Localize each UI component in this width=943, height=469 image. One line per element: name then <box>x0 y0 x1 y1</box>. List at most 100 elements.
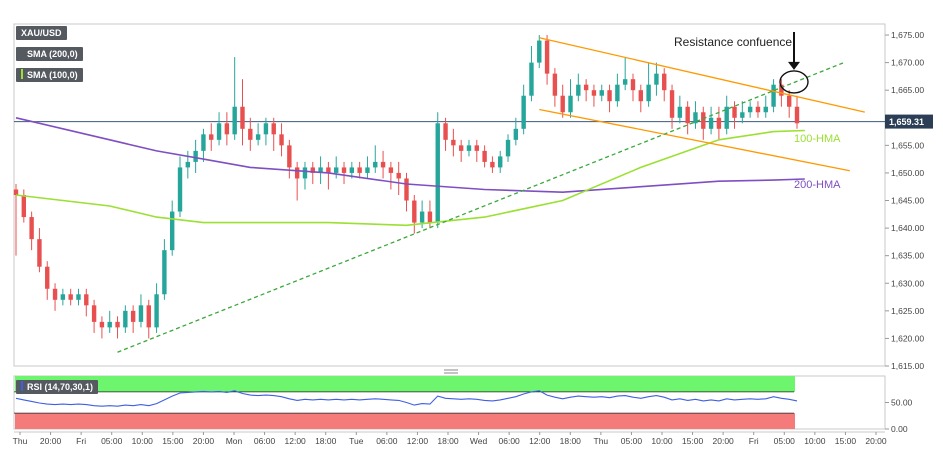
candle-body <box>154 294 159 328</box>
current-price-label: 1,659.31 <box>889 117 924 127</box>
candle-body <box>334 167 339 173</box>
time-tick-label: 05:00 <box>621 436 643 446</box>
candle-body <box>380 161 386 168</box>
candle-body <box>677 106 683 118</box>
candle-body <box>568 95 573 113</box>
support-trend-line <box>117 62 845 353</box>
candle-body <box>45 266 50 289</box>
candle-body <box>451 139 456 146</box>
current-price-box <box>885 114 933 129</box>
time-tick-label: 06:00 <box>376 436 398 446</box>
candle-body <box>724 106 729 129</box>
candle-body <box>560 95 565 113</box>
time-tick-label: 15:00 <box>162 436 184 446</box>
candle-body <box>458 145 464 151</box>
candle-body <box>248 128 253 140</box>
time-tick-label: Wed <box>470 436 488 446</box>
candle-body <box>91 305 97 322</box>
candle-body <box>396 172 401 179</box>
candle-body <box>763 106 768 113</box>
sma-100-legend-text: SMA (100,0) <box>27 70 78 80</box>
symbol-label[interactable]: XAU/USD <box>16 26 67 40</box>
channel-upper-line <box>539 37 865 113</box>
candle-body <box>466 145 472 151</box>
candle-body <box>638 90 643 102</box>
candle-body <box>232 106 237 135</box>
sma-200-line <box>15 117 805 194</box>
candle-body <box>76 294 81 300</box>
candle-body <box>583 84 589 91</box>
candle-body <box>740 112 745 118</box>
price-tick-label: 1,650.00 <box>891 168 924 178</box>
sma-100-legend[interactable]: SMA (100,0) <box>16 68 83 82</box>
candle-body <box>537 40 542 63</box>
time-tick-label: 20:00 <box>193 436 215 446</box>
candle-body <box>209 134 214 140</box>
candle-body <box>99 321 105 328</box>
candle-body <box>732 106 737 118</box>
time-tick-label: Thu <box>594 436 609 446</box>
candle-body <box>271 123 276 135</box>
candle-body <box>607 90 612 102</box>
price-pane-border <box>13 23 886 367</box>
candle-body <box>529 62 534 96</box>
candle-body <box>52 288 58 300</box>
time-tick-label: 20:00 <box>713 436 735 446</box>
candle-body <box>84 294 89 306</box>
candle-body <box>599 90 604 96</box>
resistance-annotation: Resistance confuence <box>674 35 792 49</box>
candle-body <box>474 145 479 151</box>
time-tick-label: 20:00 <box>865 436 887 446</box>
rsi-legend[interactable]: RSI (14,70,30,1) <box>16 380 99 394</box>
candle-body <box>786 95 792 107</box>
candles-group <box>13 35 800 339</box>
candle-body <box>646 84 651 102</box>
candle-body <box>591 90 597 96</box>
candle-body <box>544 40 550 74</box>
sma-200-legend[interactable]: SMA (200,0) <box>16 47 83 61</box>
price-tick-label: 1,665.00 <box>891 85 924 95</box>
price-tick-label: 1,625.00 <box>891 306 924 316</box>
time-tick-label: 06:00 <box>254 436 276 446</box>
price-tick-label: 1,655.00 <box>891 140 924 150</box>
rsi-tick-label: 0.00 <box>891 424 908 434</box>
candle-body <box>685 106 690 124</box>
time-tick-label: 10:00 <box>804 436 826 446</box>
resistance-circle <box>779 70 809 94</box>
candle-body <box>771 84 776 107</box>
time-tick-label: 15:00 <box>682 436 704 446</box>
resistance-arrow-head <box>788 61 800 70</box>
candle-body <box>552 73 558 96</box>
time-tick-label: 12:00 <box>529 436 551 446</box>
time-tick-label: Mon <box>226 436 243 446</box>
sma-100-line <box>15 129 805 227</box>
candle-body <box>310 167 315 173</box>
time-tick-label: 10:00 <box>651 436 673 446</box>
candle-body <box>146 305 151 328</box>
symbol-text: XAU/USD <box>21 28 62 38</box>
sma-100-swatch <box>21 69 23 79</box>
candle-body <box>615 84 620 102</box>
candle-body <box>513 128 519 140</box>
candle-body <box>779 84 784 96</box>
candle-body <box>716 117 722 129</box>
candle-body <box>123 310 128 328</box>
candle-body <box>498 156 503 168</box>
candle-body <box>185 161 191 168</box>
candle-body <box>29 217 34 240</box>
candle-body <box>115 321 120 328</box>
candle-body <box>427 211 433 223</box>
candle-body <box>60 294 66 300</box>
candle-body <box>419 211 425 223</box>
sma-100-annotation: 100-HMA <box>794 133 841 145</box>
candle-body <box>654 73 659 85</box>
candle-body <box>669 90 675 118</box>
candle-body <box>201 134 206 151</box>
time-tick-label: Fri <box>76 436 86 446</box>
time-tick-label: Tue <box>349 436 364 446</box>
candle-body <box>279 134 284 146</box>
rsi-swatch <box>21 381 23 391</box>
price-tick-label: 1,645.00 <box>891 196 924 206</box>
candle-body <box>490 161 495 168</box>
